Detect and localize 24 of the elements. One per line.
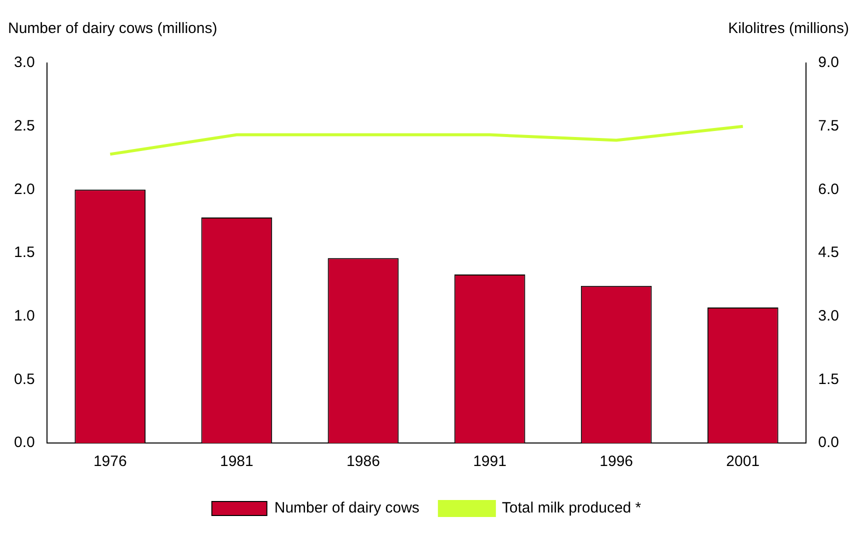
y-tick-label: 3.0	[14, 54, 35, 72]
legend-label: Number of dairy cows	[274, 500, 420, 517]
x-tick-label: 1976	[93, 453, 127, 470]
y-tick-label: 0.5	[14, 370, 35, 388]
y-tick-label: 1.0	[14, 307, 35, 324]
y2-tick-label: 1.5	[818, 370, 840, 388]
y2-tick-label: 9.0	[818, 54, 840, 72]
x-tick-label: 2001	[726, 453, 760, 470]
y2-tick-label: 4.5	[818, 244, 840, 262]
y2-tick-label: 7.5	[818, 117, 840, 134]
x-tick-label: 1986	[346, 453, 380, 470]
y2-tick-label: 0.0	[818, 434, 840, 452]
y-tick-label: 2.0	[14, 180, 35, 198]
y2-tick-label: 6.0	[818, 180, 840, 198]
y-axis-title: Number of dairy cows (millions)	[8, 20, 218, 36]
y-tick-label: 0.0	[14, 434, 35, 452]
legend-label: Total milk produced *	[502, 500, 642, 517]
x-tick-label: 1996	[600, 453, 634, 470]
x-tick-label: 1981	[220, 453, 254, 470]
x-tick-label: 1991	[473, 453, 506, 470]
y2-tick-label: 3.0	[818, 307, 840, 324]
y2-axis-title: Kilolitres (millions)	[728, 20, 849, 36]
y-tick-label: 2.5	[14, 117, 35, 134]
y-tick-label: 1.5	[14, 244, 35, 262]
